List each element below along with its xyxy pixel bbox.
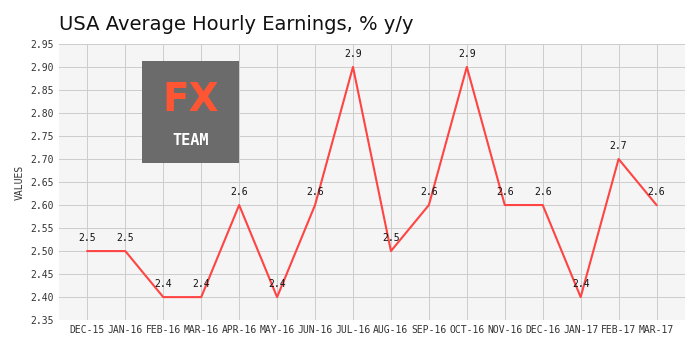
- Text: FX: FX: [162, 81, 219, 119]
- Text: 2.6: 2.6: [534, 187, 552, 197]
- Text: 2.4: 2.4: [268, 279, 286, 289]
- Text: 2.9: 2.9: [344, 49, 362, 58]
- Text: 2.7: 2.7: [610, 141, 627, 150]
- Text: 2.5: 2.5: [78, 233, 96, 243]
- Y-axis label: VALUES: VALUES: [15, 164, 25, 200]
- Text: 2.6: 2.6: [230, 187, 248, 197]
- Text: 2.4: 2.4: [193, 279, 210, 289]
- Text: 2.6: 2.6: [420, 187, 438, 197]
- Text: 2.4: 2.4: [572, 279, 589, 289]
- Text: 2.5: 2.5: [382, 233, 400, 243]
- Text: 2.6: 2.6: [496, 187, 514, 197]
- Text: 2.6: 2.6: [306, 187, 324, 197]
- Text: TEAM: TEAM: [172, 133, 209, 148]
- Text: 2.5: 2.5: [116, 233, 134, 243]
- Text: 2.9: 2.9: [458, 49, 475, 58]
- Text: 2.4: 2.4: [155, 279, 172, 289]
- Text: 2.6: 2.6: [648, 187, 666, 197]
- Text: USA Average Hourly Earnings, % y/y: USA Average Hourly Earnings, % y/y: [59, 15, 414, 34]
